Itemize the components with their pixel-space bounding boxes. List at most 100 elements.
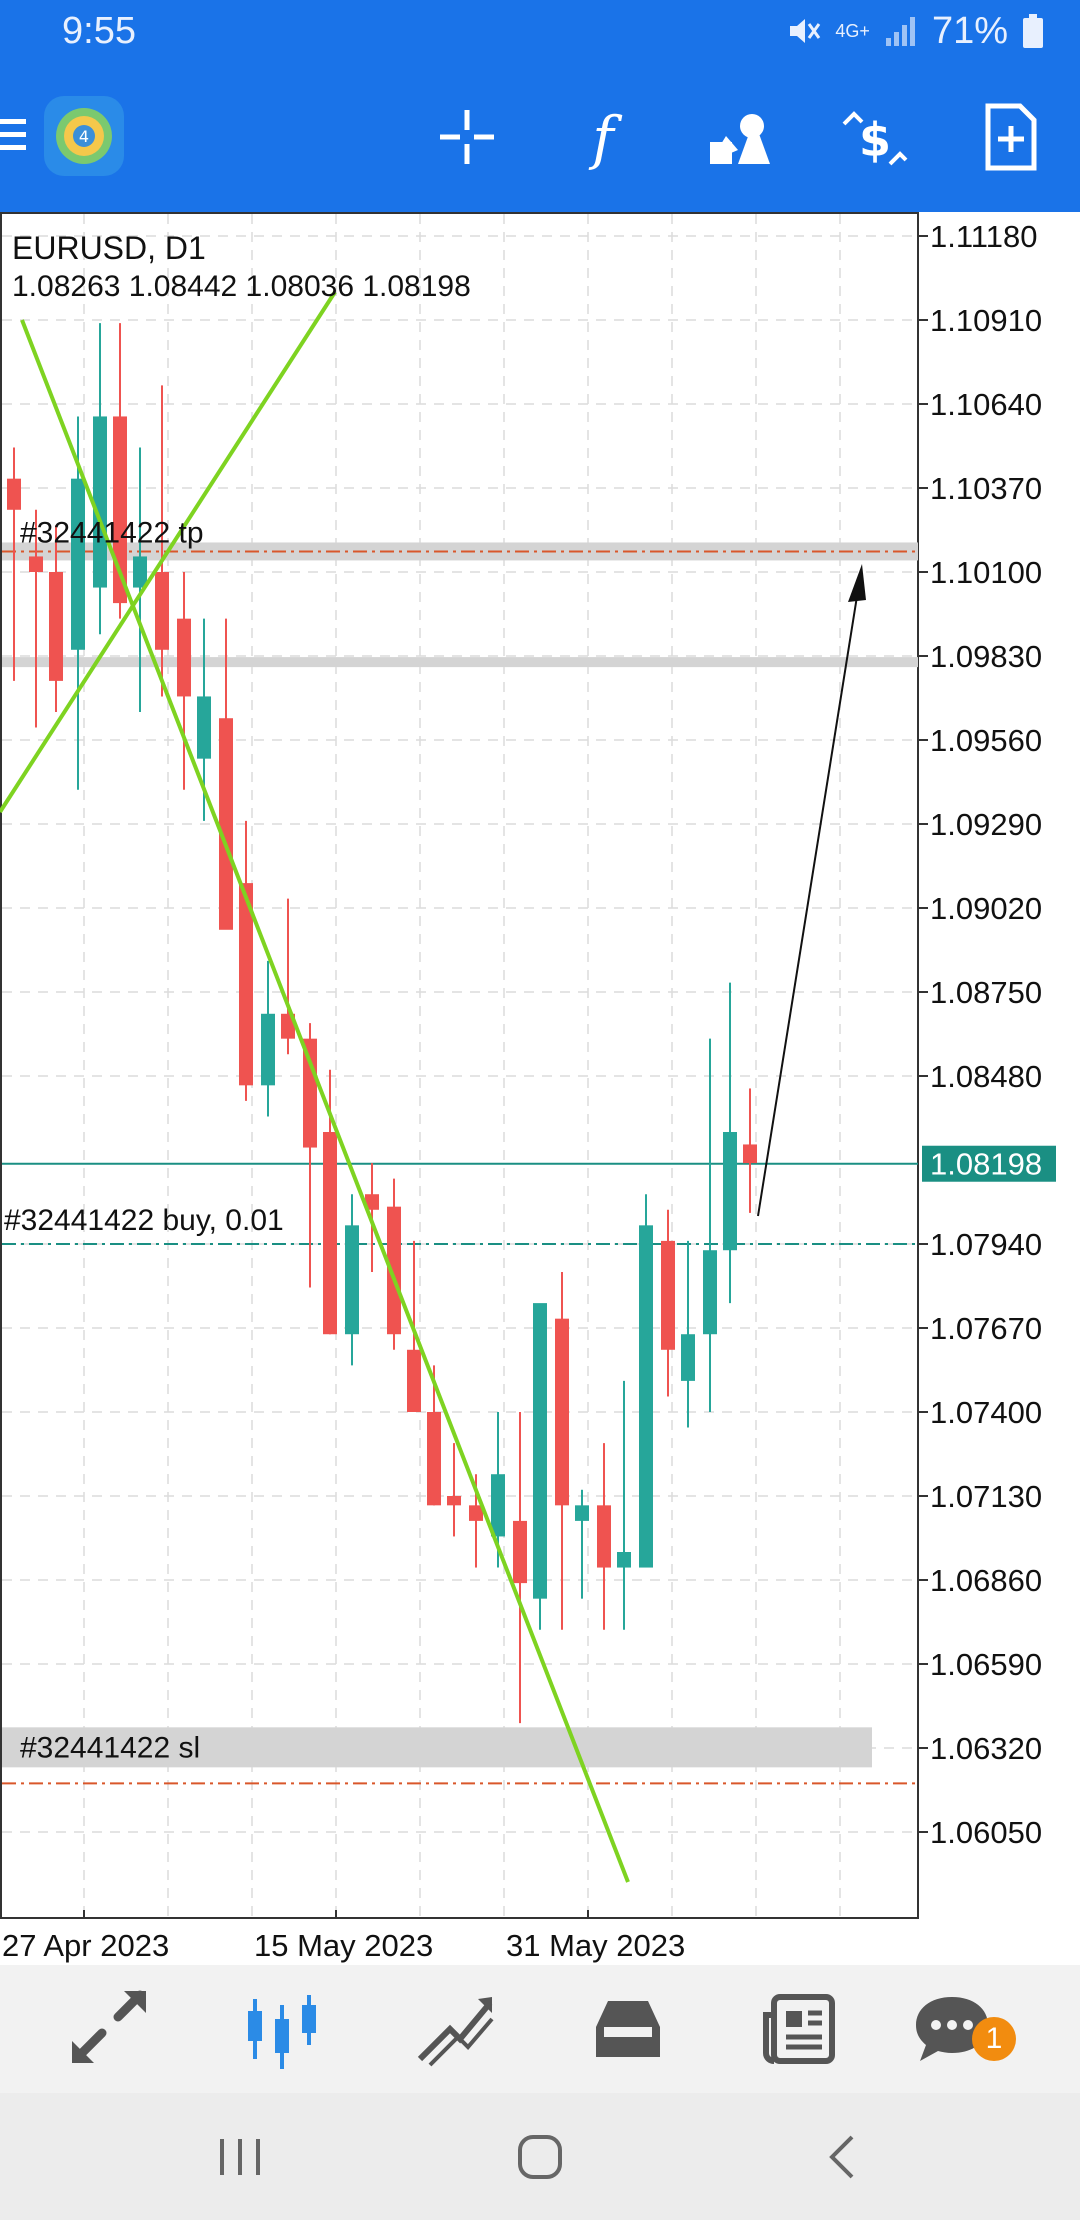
resistance-band: [2, 657, 918, 668]
price-axis-label: 1.09290: [930, 807, 1042, 842]
trendline-up: [0, 290, 337, 814]
trade-icon[interactable]: $: [840, 102, 910, 172]
price-axis-label: 1.07400: [930, 1395, 1042, 1430]
svg-text:f: f: [588, 104, 623, 172]
price-axis-label: 1.10910: [930, 303, 1042, 338]
candle-bullish: [93, 416, 107, 588]
candle-bearish: [743, 1144, 757, 1164]
sl-zone: [2, 1727, 872, 1768]
ohlc-values: 1.08263 1.08442 1.08036 1.08198: [12, 270, 471, 303]
price-axis-label: 1.06320: [930, 1731, 1042, 1766]
date-axis-label: 15 May 2023: [254, 1928, 433, 1963]
back-button[interactable]: [814, 2127, 874, 2187]
price-axis-label: 1.08480: [930, 1059, 1042, 1094]
signal-icon: [884, 14, 918, 48]
price-axis-label: 1.06050: [930, 1815, 1042, 1850]
candle-bearish: [7, 478, 21, 510]
price-axis-label: 1.11180: [930, 219, 1037, 254]
candle-bearish: [323, 1132, 337, 1335]
candle-bearish: [49, 572, 63, 681]
network-label: 4G+: [835, 21, 870, 41]
price-axis-label: 1.10370: [930, 471, 1042, 506]
system-navigation: [0, 2093, 1080, 2220]
plot-frame: [0, 212, 919, 1919]
date-axis-label: 31 May 2023: [506, 1928, 685, 1963]
messages-icon[interactable]: [910, 1987, 994, 2071]
price-axis-label: 1.07940: [930, 1227, 1042, 1262]
candle-bearish: [113, 416, 127, 604]
candle-bullish: [261, 1013, 275, 1086]
price-axis-label: 1.09020: [930, 891, 1042, 926]
price-axis-label: 1.07670: [930, 1311, 1042, 1346]
forecast-arrowhead: [848, 564, 866, 602]
candle-bullish: [703, 1250, 717, 1335]
quotes-icon[interactable]: [66, 1987, 150, 2071]
history-icon[interactable]: [586, 1987, 670, 2071]
candle-bullish: [71, 478, 85, 650]
chart-icon[interactable]: [240, 1987, 324, 2071]
indicators-icon[interactable]: f: [568, 102, 638, 172]
candle-bearish: [407, 1349, 421, 1412]
price-axis-label: 1.06860: [930, 1563, 1042, 1598]
candle-bearish: [469, 1505, 483, 1521]
candle-bullish: [533, 1303, 547, 1599]
candle-bearish: [427, 1412, 441, 1506]
menu-icon[interactable]: [0, 117, 26, 153]
candle-bearish: [365, 1194, 379, 1210]
price-axis-label: 1.10640: [930, 387, 1042, 422]
objects-icon[interactable]: [704, 102, 774, 172]
sl-order-label: #32441422 sl: [20, 1731, 200, 1764]
candle-bullish: [639, 1225, 653, 1568]
battery-percent: 71%: [931, 9, 1008, 52]
tp-order-label: #32441422 tp: [20, 516, 204, 549]
home-button[interactable]: [510, 2127, 570, 2187]
price-axis-label: 1.10100: [930, 555, 1042, 590]
chart-area[interactable]: 1.11180 1.10910 1.10640 1.10370 1.10100 1.098…: [0, 212, 1080, 1965]
price-axis-label: 1.09560: [930, 723, 1042, 758]
crosshair-icon[interactable]: [432, 102, 502, 172]
candle-bearish: [387, 1206, 401, 1335]
candle-bearish: [29, 556, 43, 572]
new-order-icon[interactable]: [976, 102, 1046, 172]
bottom-navigation: 1: [0, 1965, 1080, 2093]
forecast-arrow: [757, 589, 859, 1217]
price-axis-label: 1.07130: [930, 1479, 1042, 1514]
metatrader-logo[interactable]: 4: [44, 96, 124, 176]
price-chart[interactable]: 1.11180 1.10910 1.10640 1.10370 1.10100 1.098…: [0, 212, 1080, 1965]
candle-bearish: [597, 1505, 611, 1568]
trendline-down: [20, 319, 630, 1883]
candle-bullish: [133, 556, 147, 588]
app-toolbar: 4 f $: [0, 62, 1080, 212]
candle-bearish: [155, 572, 169, 650]
current-price-label: 1.08198: [930, 1147, 1042, 1182]
current-price-badge: [922, 1145, 1056, 1182]
svg-text:4: 4: [79, 127, 89, 146]
candle-bullish: [681, 1334, 695, 1381]
mute-icon: [787, 14, 821, 48]
status-time: 9:55: [62, 10, 136, 52]
tp-zone: [2, 542, 918, 561]
battery-icon: [1022, 14, 1044, 48]
candle-bearish: [239, 883, 253, 1086]
candle-bearish: [555, 1318, 569, 1506]
status-bar: 9:55 4G+ 71%: [0, 0, 1080, 62]
recents-button[interactable]: [210, 2127, 270, 2187]
trade-icon[interactable]: [414, 1987, 498, 2071]
price-axis-label: 1.08750: [930, 975, 1042, 1010]
messages-badge: 1: [972, 2017, 1016, 2061]
status-icons: 4G+ 71%: [787, 8, 1044, 54]
buy-order-label: #32441422 buy, 0.01: [4, 1204, 284, 1237]
candle-bearish: [661, 1240, 675, 1350]
svg-text:$: $: [859, 113, 891, 167]
news-icon[interactable]: [758, 1987, 842, 2071]
candle-bearish: [513, 1520, 527, 1584]
candle-bullish: [197, 696, 211, 759]
candle-bullish: [575, 1505, 589, 1521]
price-axis-label: 1.06590: [930, 1647, 1042, 1682]
candle-bearish: [447, 1496, 461, 1506]
candle-bullish: [723, 1132, 737, 1251]
candle-bullish: [491, 1474, 505, 1537]
price-axis-label: 1.09830: [930, 639, 1042, 674]
candle-bearish: [177, 618, 191, 697]
candle-bullish: [345, 1225, 359, 1335]
